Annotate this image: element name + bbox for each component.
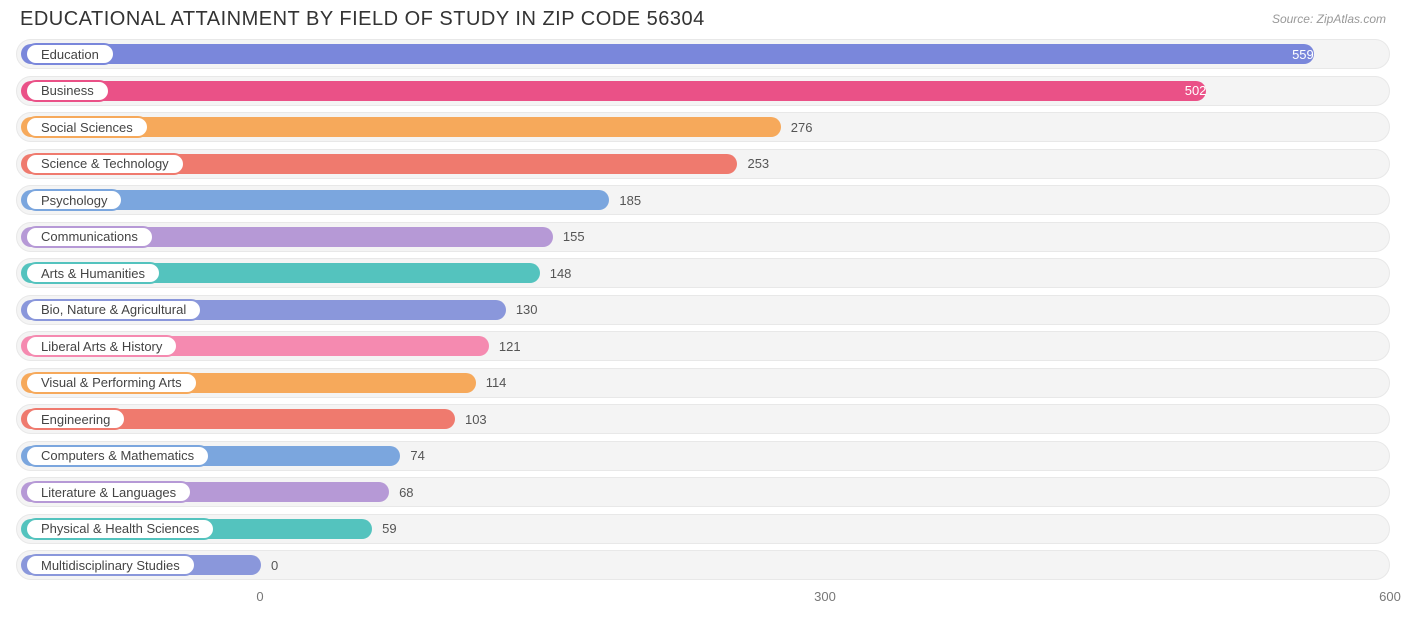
category-pill: Bio, Nature & Agricultural (25, 299, 202, 321)
category-pill: Social Sciences (25, 116, 149, 138)
value-label: 74 (410, 442, 424, 470)
bar-row: Literature & Languages 68 (16, 477, 1390, 507)
x-axis: 0300600 (16, 587, 1390, 617)
category-label: Multidisciplinary Studies (41, 558, 180, 573)
category-label: Psychology (41, 193, 107, 208)
axis-tick: 0 (256, 589, 263, 604)
bar-row: Arts & Humanities 148 (16, 258, 1390, 288)
category-pill: Communications (25, 226, 154, 248)
category-pill: Visual & Performing Arts (25, 372, 198, 394)
bar-row: Education559 (16, 39, 1390, 69)
bar-row: Multidisciplinary Studies 0 (16, 550, 1390, 580)
category-label: Computers & Mathematics (41, 448, 194, 463)
value-label: 253 (747, 150, 769, 178)
category-label: Arts & Humanities (41, 266, 145, 281)
bar-row: Engineering 103 (16, 404, 1390, 434)
bar-row: Communications 155 (16, 222, 1390, 252)
category-label: Engineering (41, 412, 110, 427)
category-pill: Arts & Humanities (25, 262, 161, 284)
category-label: Visual & Performing Arts (41, 375, 182, 390)
value-label: 103 (465, 405, 487, 433)
value-label: 502 (21, 77, 1206, 105)
category-label: Communications (41, 229, 138, 244)
category-pill: Physical & Health Sciences (25, 518, 215, 540)
value-label: 68 (399, 478, 413, 506)
chart-source: Source: ZipAtlas.com (1272, 8, 1386, 26)
bar-row: Social Sciences 276 (16, 112, 1390, 142)
bar-row: Science & Technology 253 (16, 149, 1390, 179)
value-label: 130 (516, 296, 538, 324)
category-pill: Computers & Mathematics (25, 445, 210, 467)
category-pill: Science & Technology (25, 153, 185, 175)
category-pill: Liberal Arts & History (25, 335, 178, 357)
bar-row: Computers & Mathematics 74 (16, 441, 1390, 471)
axis-tick: 600 (1379, 589, 1401, 604)
category-label: Science & Technology (41, 156, 169, 171)
value-label: 114 (486, 369, 507, 397)
category-label: Literature & Languages (41, 485, 176, 500)
category-pill: Psychology (25, 189, 123, 211)
bar-row: Liberal Arts & History 121 (16, 331, 1390, 361)
value-label: 59 (382, 515, 396, 543)
value-label: 121 (499, 332, 521, 360)
value-label: 0 (271, 551, 278, 579)
axis-tick: 300 (814, 589, 836, 604)
category-label: Social Sciences (41, 120, 133, 135)
category-pill: Multidisciplinary Studies (25, 554, 196, 576)
bar-row: Physical & Health Sciences 59 (16, 514, 1390, 544)
category-label: Bio, Nature & Agricultural (41, 302, 186, 317)
category-label: Physical & Health Sciences (41, 521, 199, 536)
bar-row: Psychology 185 (16, 185, 1390, 215)
chart-area: Education559 Business502 Social Sciences 27… (0, 35, 1406, 580)
category-pill: Engineering (25, 408, 126, 430)
chart-title: EDUCATIONAL ATTAINMENT BY FIELD OF STUDY… (20, 8, 705, 31)
category-pill: Literature & Languages (25, 481, 192, 503)
bar-row: Business502 (16, 76, 1390, 106)
chart-header: EDUCATIONAL ATTAINMENT BY FIELD OF STUDY… (0, 0, 1406, 35)
value-label: 148 (550, 259, 572, 287)
category-label: Liberal Arts & History (41, 339, 162, 354)
bar-row: Visual & Performing Arts 114 (16, 368, 1390, 398)
value-label: 559 (21, 40, 1314, 68)
value-label: 276 (791, 113, 813, 141)
value-label: 185 (619, 186, 641, 214)
bar-row: Bio, Nature & Agricultural 130 (16, 295, 1390, 325)
value-label: 155 (563, 223, 585, 251)
